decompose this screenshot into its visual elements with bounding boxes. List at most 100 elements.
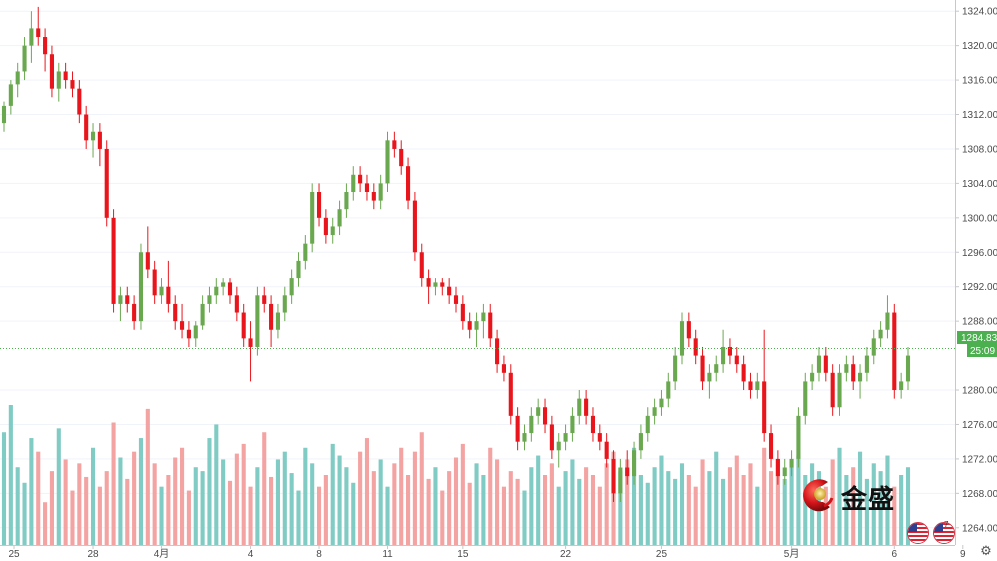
volume-bar bbox=[200, 471, 205, 545]
candle-body bbox=[275, 312, 280, 330]
candle-body bbox=[358, 174, 363, 184]
volume-bar bbox=[563, 471, 568, 545]
candle-body bbox=[515, 415, 520, 442]
candle-body bbox=[15, 71, 20, 85]
volume-bar bbox=[234, 453, 239, 545]
time-tick-label: 5月 bbox=[784, 548, 800, 560]
candle-body bbox=[659, 398, 664, 408]
time-tick-label: 4 bbox=[248, 549, 254, 560]
us-flag-events-icon[interactable] bbox=[933, 522, 955, 544]
candle-body bbox=[686, 321, 691, 339]
us-flag-icon[interactable] bbox=[907, 522, 929, 544]
candle-body bbox=[104, 148, 109, 218]
candle-body bbox=[851, 364, 856, 382]
candle-body bbox=[816, 355, 822, 373]
gear-icon[interactable]: ⚙ bbox=[980, 544, 992, 559]
candle-body bbox=[97, 131, 102, 149]
volume-bar bbox=[659, 455, 664, 545]
volume-bar bbox=[707, 471, 712, 545]
candle-body bbox=[693, 338, 698, 356]
candle-body bbox=[604, 441, 609, 459]
volume-bar bbox=[90, 447, 96, 545]
volume-bar bbox=[97, 486, 102, 545]
volume-bar bbox=[542, 475, 548, 545]
candle-body bbox=[29, 28, 34, 46]
volume-bar bbox=[207, 438, 212, 545]
candle-body bbox=[344, 191, 349, 210]
price-tick-label: 1264.00 bbox=[962, 523, 997, 534]
candle-body bbox=[316, 191, 322, 218]
volume-bar bbox=[104, 471, 109, 545]
volume-bar bbox=[344, 467, 349, 545]
candle-body bbox=[440, 282, 445, 287]
candle-body bbox=[241, 312, 246, 339]
volume-bar bbox=[878, 471, 883, 545]
candle-body bbox=[488, 312, 493, 339]
candle-body bbox=[36, 28, 41, 38]
volume-bar bbox=[351, 482, 356, 545]
volume-bar bbox=[337, 455, 342, 545]
price-tick-label: 1320.00 bbox=[962, 41, 997, 52]
candle-body bbox=[22, 45, 27, 72]
volume-bar bbox=[892, 486, 897, 545]
volume-bar bbox=[679, 463, 685, 545]
candle-body bbox=[227, 282, 233, 296]
candle-body bbox=[508, 372, 513, 416]
candle-body bbox=[221, 282, 226, 287]
volume-bar bbox=[858, 451, 863, 545]
candle-body bbox=[844, 364, 849, 373]
price-axis[interactable]: 1324.00 1320.00 1316.00 1312.00 1308.00 1304.… bbox=[955, 7, 997, 535]
volume-bar bbox=[768, 471, 774, 545]
candle-body bbox=[111, 217, 116, 304]
price-tick-label: 1308.00 bbox=[962, 144, 997, 155]
volume-bar bbox=[789, 467, 794, 545]
candle-body bbox=[597, 433, 602, 442]
candle-body bbox=[632, 450, 637, 477]
volume-bar bbox=[8, 405, 13, 545]
volume-bar bbox=[584, 467, 589, 545]
volume-bar bbox=[748, 463, 753, 545]
candle-body bbox=[878, 329, 883, 339]
time-tick-label: 8 bbox=[316, 549, 322, 560]
candle-body bbox=[885, 312, 890, 330]
candle-body bbox=[549, 424, 554, 451]
volume-bar bbox=[864, 478, 869, 545]
price-tick-label: 1324.00 bbox=[962, 7, 997, 18]
candle-body bbox=[337, 209, 342, 227]
volume-bar bbox=[248, 486, 253, 545]
volume-bar bbox=[638, 475, 643, 545]
candle-body bbox=[166, 286, 171, 304]
candle-body bbox=[63, 71, 68, 81]
candle-body bbox=[56, 71, 61, 89]
volume-bar bbox=[721, 478, 726, 545]
volume-bar bbox=[180, 447, 185, 545]
candle-body bbox=[8, 84, 13, 106]
volume-bar bbox=[385, 486, 390, 545]
candle-body bbox=[741, 364, 746, 382]
time-tick-label: 9 bbox=[960, 549, 966, 560]
volume-bar bbox=[84, 476, 89, 545]
volume-bar bbox=[15, 467, 20, 545]
volume-bar bbox=[844, 475, 849, 545]
candle-body bbox=[864, 355, 869, 373]
volume-bar bbox=[330, 443, 335, 545]
volume-bar bbox=[474, 463, 479, 545]
candle-body bbox=[49, 54, 54, 89]
volume-bar bbox=[132, 451, 137, 545]
volume-bar bbox=[440, 490, 445, 545]
volume-bar bbox=[406, 475, 411, 545]
candle-body bbox=[755, 381, 760, 391]
candle-body bbox=[138, 252, 144, 322]
volume-bar bbox=[453, 457, 459, 545]
volume-bar bbox=[515, 478, 520, 545]
price-tick-label: 1312.00 bbox=[962, 110, 997, 121]
candle-body bbox=[1, 105, 7, 124]
candle-body bbox=[782, 467, 787, 477]
candle-body bbox=[789, 458, 794, 468]
time-tick-label: 28 bbox=[87, 549, 99, 560]
volume-bar bbox=[358, 451, 363, 545]
time-tick-label: 6 bbox=[892, 549, 898, 560]
volume-bar bbox=[303, 447, 308, 545]
